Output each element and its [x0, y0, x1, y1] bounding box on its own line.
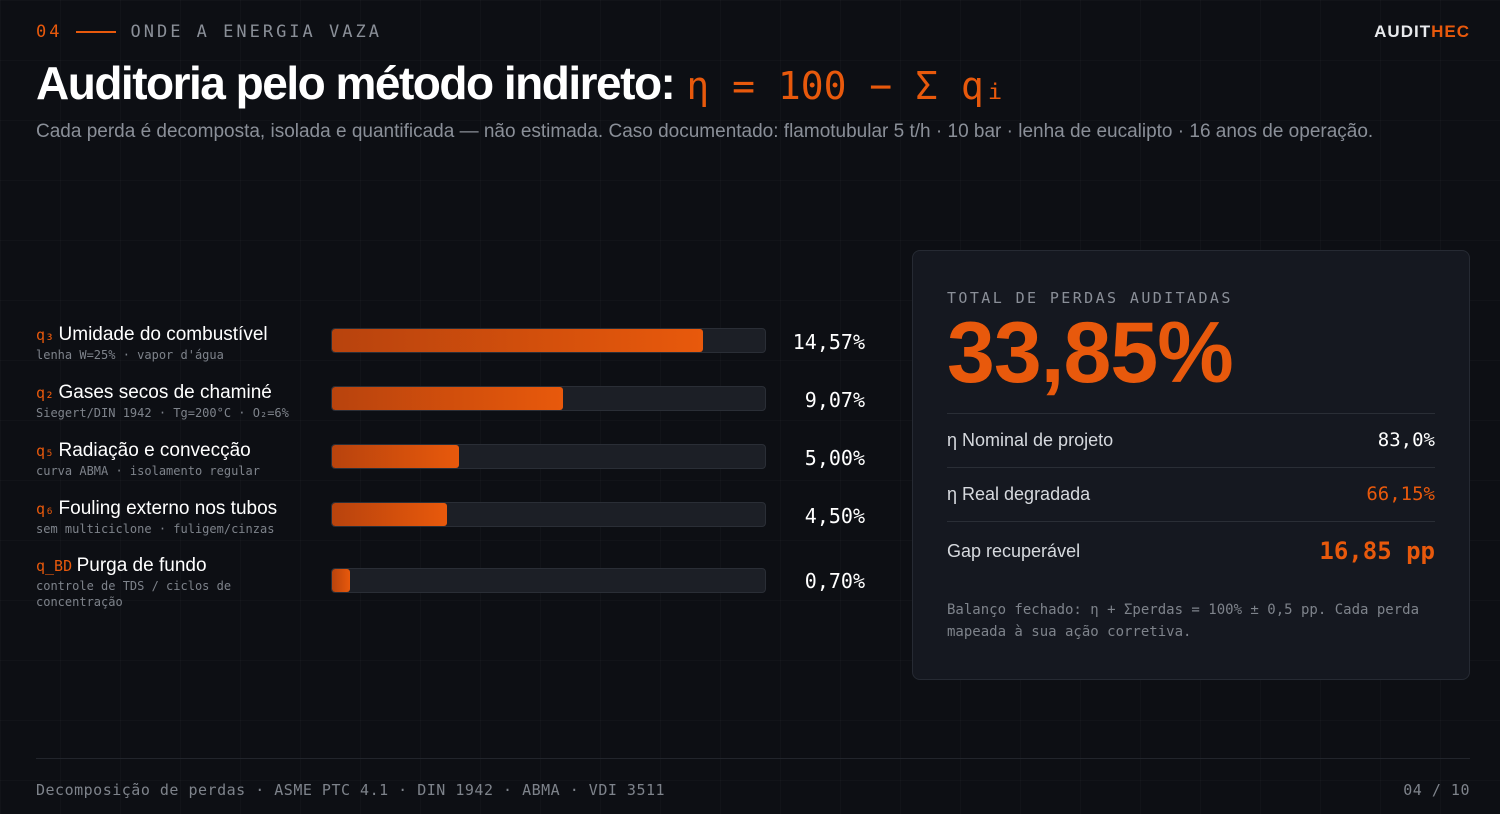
loss-code: q_BD: [36, 557, 73, 575]
loss-bar: [332, 387, 564, 410]
page-title: Auditoria pelo método indireto: η = 100 …: [36, 56, 1007, 110]
logo-part1: AUDIT: [1374, 22, 1432, 41]
loss-value: 5,00%: [804, 446, 865, 470]
section-number: 04: [36, 22, 63, 42]
loss-code: q₂: [36, 384, 55, 402]
divider: [947, 467, 1435, 468]
loss-label: q₂ Gases secos de chaminé Siegert/DIN 19…: [36, 382, 326, 421]
balance-note: Balanço fechado: η + Σperdas = 100% ± 0,…: [947, 602, 1420, 640]
title-text: Auditoria pelo método indireto:: [36, 57, 676, 109]
nominal-value: 83,0%: [1377, 429, 1435, 451]
eyebrow-rule: [76, 31, 117, 33]
section-eyebrow: 04 ONDE A ENERGIA VAZA: [36, 22, 382, 42]
loss-code: q₃: [36, 326, 55, 344]
loss-value: 0,70%: [804, 569, 865, 593]
loss-detail: Siegert/DIN 1942 · Tg=200°C · O₂=6%: [36, 406, 289, 420]
loss-row: q₆ Fouling externo nos tubos sem multici…: [36, 498, 876, 548]
logo-part2: HEC: [1431, 22, 1470, 41]
loss-bar-track: [331, 386, 766, 411]
loss-bar-track: [331, 502, 766, 527]
loss-name: Radiação e convecção: [58, 440, 251, 461]
loss-value: 9,07%: [804, 388, 865, 412]
loss-label: q₃ Umidade do combustível lenha W=25% · …: [36, 324, 326, 363]
real-efficiency-row: η Real degradada 66,15%: [947, 483, 1435, 505]
divider: [947, 521, 1435, 522]
loss-bar-track: [331, 444, 766, 469]
loss-row: q₂ Gases secos de chaminé Siegert/DIN 19…: [36, 382, 876, 432]
loss-code: q₆: [36, 500, 55, 518]
title-formula: η = 100 − Σ qᵢ: [686, 64, 1007, 108]
footer-divider: [36, 758, 1470, 759]
loss-row: q₅ Radiação e convecção curva ABMA · iso…: [36, 440, 876, 490]
section-label: ONDE A ENERGIA VAZA: [130, 22, 382, 42]
page-subtitle: Cada perda é decomposta, isolada e quant…: [36, 121, 1374, 142]
brand-logo: AUDITHEC: [1374, 22, 1470, 42]
summary-caption: TOTAL DE PERDAS AUDITADAS: [947, 289, 1233, 307]
loss-name: Gases secos de chaminé: [58, 382, 272, 403]
loss-name: Purga de fundo: [76, 555, 207, 576]
nominal-label: η Nominal de projeto: [947, 429, 1114, 450]
loss-label: q₆ Fouling externo nos tubos sem multici…: [36, 498, 326, 537]
loss-label: q_BD Purga de fundo controle de TDS / ci…: [36, 555, 276, 610]
loss-code: q₅: [36, 442, 55, 460]
summary-card: TOTAL DE PERDAS AUDITADAS 33,85% η Nomin…: [912, 250, 1470, 680]
loss-detail: curva ABMA · isolamento regular: [36, 464, 260, 478]
loss-value: 4,50%: [804, 504, 865, 528]
real-label: η Real degradada: [947, 483, 1091, 504]
loss-name: Umidade do combustível: [58, 324, 268, 345]
footer-sources: Decomposição de perdas · ASME PTC 4.1 · …: [36, 781, 666, 799]
loss-bar: [332, 445, 460, 468]
loss-bar: [332, 503, 447, 526]
loss-row: q_BD Purga de fundo controle de TDS / ci…: [36, 555, 876, 615]
loss-bar: [332, 329, 704, 352]
loss-bar-track: [331, 568, 766, 593]
divider: [947, 413, 1435, 414]
loss-detail: lenha W=25% · vapor d'água: [36, 348, 224, 362]
real-value: 66,15%: [1366, 483, 1435, 505]
total-losses-value: 33,85%: [947, 305, 1234, 401]
page-number: 04 / 10: [1403, 781, 1470, 799]
loss-label: q₅ Radiação e convecção curva ABMA · iso…: [36, 440, 326, 479]
loss-bar-track: [331, 328, 766, 353]
loss-name: Fouling externo nos tubos: [58, 498, 278, 519]
loss-detail: controle de TDS / ciclos de concentração: [36, 579, 232, 609]
loss-bar: [332, 569, 350, 592]
loss-value: 14,57%: [792, 330, 865, 354]
nominal-efficiency-row: η Nominal de projeto 83,0%: [947, 429, 1435, 451]
gap-row: Gap recuperável 16,85 pp: [947, 537, 1435, 565]
loss-detail: sem multiciclone · fuligem/cinzas: [36, 522, 275, 536]
gap-value: 16,85 pp: [1319, 537, 1435, 565]
gap-label: Gap recuperável: [947, 540, 1081, 561]
loss-row: q₃ Umidade do combustível lenha W=25% · …: [36, 324, 876, 374]
